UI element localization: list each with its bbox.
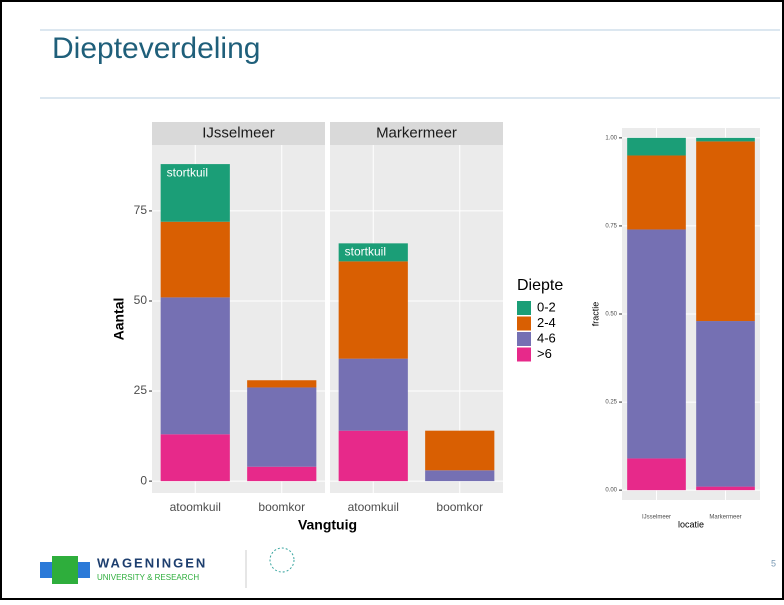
x-axis-title: Vangtuig <box>298 517 357 533</box>
bar-segment <box>160 221 230 298</box>
bar-segment <box>627 155 686 230</box>
legend-swatch <box>517 316 531 331</box>
legend-label: 4-6 <box>537 330 556 345</box>
bar-segment <box>627 458 686 491</box>
y-tick-label: 0.00 <box>605 488 617 494</box>
bar-segment <box>627 229 686 459</box>
x-tick-label: Markermeer <box>709 515 741 521</box>
bar-segment <box>160 164 230 222</box>
y-tick-label: 0 <box>140 473 147 487</box>
bar-segment <box>696 321 755 487</box>
logo-subtitle: UNIVERSITY & RESEARCH <box>97 573 199 582</box>
legend-label: 0-2 <box>537 299 556 314</box>
bar-segment <box>627 137 686 156</box>
bar-segment <box>696 486 755 491</box>
annotation: stortkuil <box>167 165 208 179</box>
y-tick-label: 0.50 <box>605 312 617 318</box>
bar-segment <box>696 141 755 322</box>
bar-segment <box>247 466 317 482</box>
y-tick-label: 0.75 <box>605 224 617 230</box>
x-tick-label: boomkor <box>436 500 483 514</box>
facet-label: Markermeer <box>376 124 457 141</box>
annotation: stortkuil <box>345 245 386 259</box>
slide-title: Diepteverdeling <box>52 32 260 65</box>
facet-strip <box>330 122 503 145</box>
legend-title: Diepte <box>517 277 563 294</box>
x-axis-title: locatie <box>678 519 704 529</box>
bar-segment <box>425 470 495 482</box>
x-tick-label: IJsselmeer <box>642 515 671 521</box>
logo-mark <box>40 562 52 578</box>
bar-segment <box>338 358 408 431</box>
legend-label: 2-4 <box>537 315 556 330</box>
legend-swatch <box>517 347 531 362</box>
facet-label: IJsselmeer <box>202 124 275 141</box>
logo-mark <box>52 556 78 584</box>
y-tick-label: 0.25 <box>605 400 617 406</box>
anniversary-logo <box>269 547 295 573</box>
legend-swatch <box>517 301 531 315</box>
bar-segment <box>160 297 230 435</box>
logo-mark <box>78 562 90 578</box>
x-tick-label: atoomkuil <box>348 500 399 514</box>
y-tick-label: 25 <box>134 383 148 397</box>
bar-segment <box>247 380 317 388</box>
bar-segment <box>338 430 408 482</box>
legend-label: >6 <box>537 346 552 361</box>
x-tick-label: boomkor <box>258 500 305 514</box>
bar-segment <box>425 430 495 471</box>
page-number: 5 <box>771 558 776 568</box>
x-tick-label: atoomkuil <box>170 500 221 514</box>
facet-strip <box>152 122 325 145</box>
bar-segment <box>696 137 755 142</box>
y-tick-label: 50 <box>134 293 148 307</box>
y-axis-title: fractie <box>590 302 600 327</box>
bar-segment <box>160 434 230 482</box>
bar-segment <box>247 387 317 467</box>
y-tick-label: 1.00 <box>605 135 617 141</box>
bar-segment <box>338 261 408 359</box>
y-tick-label: 75 <box>134 203 148 217</box>
logo: WAGENINGEN UNIVERSITY & RESEARCH <box>40 547 295 588</box>
y-axis-title: Aantal <box>111 298 127 341</box>
bar-segment <box>338 243 408 262</box>
logo-name: WAGENINGEN <box>97 555 207 570</box>
legend-swatch <box>517 332 531 346</box>
